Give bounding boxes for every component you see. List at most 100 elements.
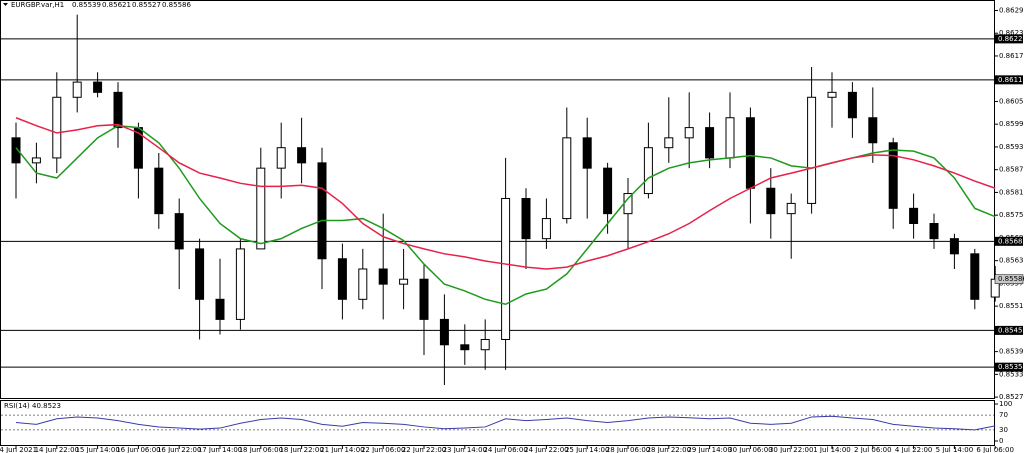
candle-body bbox=[643, 147, 653, 195]
candle-body bbox=[358, 268, 368, 300]
candle-body bbox=[541, 218, 551, 240]
y-tick-label: 30 bbox=[999, 426, 1008, 434]
candle-body bbox=[949, 238, 959, 255]
candle-body bbox=[276, 147, 286, 169]
candle-body bbox=[970, 253, 980, 300]
x-tick-label: 6 Jul 06:00 bbox=[976, 446, 1014, 453]
x-tick-label: 24 Jun 06:00 bbox=[483, 446, 527, 453]
candle-body bbox=[11, 137, 21, 164]
candle-body bbox=[215, 298, 225, 320]
x-tick-label: 17 Jun 14:00 bbox=[198, 446, 242, 453]
rsi-label: RSI(14) bbox=[4, 402, 30, 410]
x-tick-label: 1 Jul 14:00 bbox=[813, 446, 851, 453]
rsi-line bbox=[15, 415, 996, 431]
candle-body bbox=[154, 167, 164, 215]
x-tick-label: 2 Jul 06:00 bbox=[854, 446, 892, 453]
ohlc-value: 0.85621 bbox=[102, 1, 131, 9]
candle-body bbox=[419, 278, 429, 320]
x-tick-label: 24 Jun 22:00 bbox=[524, 446, 568, 453]
x-tick-label: 21 Jun 14:00 bbox=[320, 446, 364, 453]
candle-body bbox=[399, 278, 409, 285]
level-box bbox=[995, 325, 1023, 335]
current-price-box bbox=[994, 274, 1024, 284]
y-tick-label: 70 bbox=[999, 411, 1008, 419]
candle-body bbox=[786, 202, 796, 215]
x-tick-label: 22 Jun 22:00 bbox=[402, 446, 446, 453]
y-tick-label: 0.85335 bbox=[999, 370, 1024, 378]
candle-body bbox=[562, 137, 572, 220]
x-tick-label: 5 Jul 14:00 bbox=[936, 446, 974, 453]
ohlc-value: 0.85539 bbox=[72, 1, 101, 9]
x-tick-label: 15 Jun 14:00 bbox=[75, 446, 119, 453]
symbol: EURGBP.var,H1 bbox=[11, 1, 64, 9]
x-tick-label: 28 Jun 06:00 bbox=[606, 446, 650, 453]
candle-body bbox=[705, 127, 715, 159]
candle-body bbox=[337, 258, 347, 300]
x-tick-label: 22 Jun 06:00 bbox=[361, 446, 405, 453]
candle-body bbox=[439, 318, 449, 346]
x-tick-label: 16 Jun 06:00 bbox=[116, 446, 160, 453]
candle-body bbox=[480, 338, 490, 351]
moving-average bbox=[15, 117, 996, 270]
candle-body bbox=[929, 223, 939, 240]
y-tick-label: 0.85815 bbox=[999, 188, 1024, 196]
candle-body bbox=[807, 96, 817, 204]
ohlc-value: 0.85586 bbox=[162, 1, 191, 9]
candle-body bbox=[460, 344, 470, 351]
y-tick-label: 0.86235 bbox=[999, 29, 1024, 37]
candle-body bbox=[909, 207, 919, 225]
y-tick-label: 0.85515 bbox=[999, 302, 1024, 310]
y-tick-label: 0.86055 bbox=[999, 97, 1024, 105]
level-box bbox=[995, 34, 1023, 44]
candle-body bbox=[603, 167, 613, 215]
current-price-label: 0.85586 bbox=[998, 275, 1024, 283]
x-tick-label: 18 Jun 06:00 bbox=[239, 446, 283, 453]
candle-body bbox=[52, 96, 62, 159]
candle-body bbox=[31, 157, 41, 164]
y-tick-label: 0.85995 bbox=[999, 120, 1024, 128]
candle-body bbox=[766, 187, 776, 215]
level-box bbox=[995, 362, 1023, 372]
x-tick-label: 18 Jun 22:00 bbox=[279, 446, 323, 453]
x-tick-label: 4 Jul 22:00 bbox=[895, 446, 933, 453]
level-label: 0.85354 bbox=[998, 363, 1024, 371]
y-tick-label: 0.85875 bbox=[999, 166, 1024, 174]
candle-body bbox=[888, 142, 898, 209]
y-tick-label: 0 bbox=[999, 437, 1003, 445]
x-tick-label: 29 Jun 14:00 bbox=[687, 446, 731, 453]
y-tick-label: 0.86175 bbox=[999, 52, 1024, 60]
candle-body bbox=[378, 268, 388, 285]
x-tick-label: 30 Jun 06:00 bbox=[728, 446, 772, 453]
level-box bbox=[995, 236, 1023, 246]
y-tick-label: 0.85395 bbox=[999, 348, 1024, 356]
x-tick-label: 14 Jun 22:00 bbox=[35, 446, 79, 453]
level-label: 0.86112 bbox=[998, 76, 1024, 84]
candle-body bbox=[235, 248, 245, 320]
candle-body bbox=[501, 197, 511, 340]
candle-body bbox=[174, 213, 184, 250]
x-tick-label: 16 Jun 22:00 bbox=[157, 446, 201, 453]
ohlc-value: 0.85527 bbox=[132, 1, 161, 9]
level-box bbox=[995, 75, 1023, 85]
rsi-panel bbox=[0, 400, 995, 446]
y-tick-label: 0.85935 bbox=[999, 143, 1024, 151]
y-tick-label: 0.85275 bbox=[999, 393, 1024, 401]
candle-body bbox=[847, 91, 857, 119]
level-label: 0.85451 bbox=[998, 326, 1024, 334]
menu-arrow bbox=[3, 3, 8, 6]
y-tick-label: 0.85755 bbox=[999, 211, 1024, 219]
x-tick-label: 23 Jun 14:00 bbox=[443, 446, 487, 453]
y-tick-label: 0.86295 bbox=[999, 6, 1024, 14]
candle-body bbox=[195, 248, 205, 300]
candle-body bbox=[745, 117, 755, 189]
candle-body bbox=[521, 197, 531, 240]
candle-body bbox=[684, 127, 694, 139]
candle-body bbox=[317, 162, 327, 260]
x-tick-label: 30 Jun 22:00 bbox=[769, 446, 813, 453]
x-tick-label: 14 Jun 2021 bbox=[0, 446, 37, 453]
candle-body bbox=[93, 81, 103, 93]
candle-body bbox=[868, 117, 878, 144]
